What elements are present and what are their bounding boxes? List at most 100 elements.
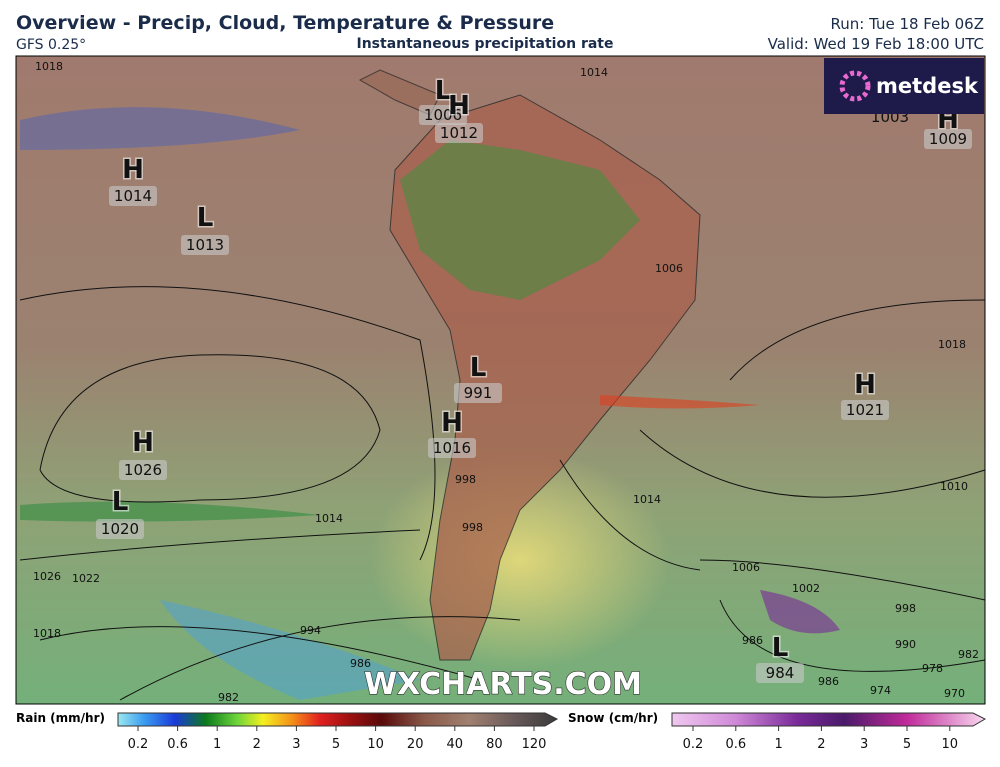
map-frame	[15, 55, 986, 705]
pressure-symbol: L	[435, 76, 452, 106]
pressure-value-box	[841, 400, 889, 420]
pressure-value: 1026	[124, 461, 162, 479]
pressure-value-box	[119, 460, 167, 480]
pressure-value-box	[109, 186, 157, 206]
pressure-value: 1006	[424, 106, 462, 124]
isobar-label: 998	[895, 602, 916, 615]
isobar-label: 1018	[33, 627, 61, 640]
central-america	[358, 69, 441, 116]
isobar-label: 978	[922, 662, 943, 675]
legend-tick-label: 0.2	[128, 737, 149, 752]
isobar-label: 986	[742, 634, 763, 647]
rain-pacific	[20, 107, 300, 150]
pressure-value: 1012	[440, 124, 478, 142]
isobar-label: 1026	[33, 570, 61, 583]
pressure-symbol: L	[112, 487, 129, 517]
isobar-label: 986	[350, 657, 371, 670]
pressure-value: 1009	[929, 130, 967, 148]
legend-tick-label: 3	[292, 737, 300, 752]
isobar-label: 1002	[792, 582, 820, 595]
pressure-symbol: H	[132, 428, 154, 458]
legend-tick-label: 80	[486, 737, 503, 752]
legend-tick-label: 5	[332, 737, 340, 752]
isobar-label: 1006	[655, 262, 683, 275]
legend-tick-label: 120	[522, 737, 547, 752]
title: Overview - Precip, Cloud, Temperature & …	[16, 12, 554, 34]
pressure-symbol: H	[448, 91, 470, 121]
rain-legend-title: Rain (mm/hr)	[16, 711, 105, 725]
legend-tick-label: 10	[942, 737, 959, 752]
snow-legend-title: Snow (cm/hr)	[568, 711, 658, 725]
isobar-label: 1010	[940, 480, 968, 493]
isobar-label: 982	[958, 648, 979, 661]
snow-colorbar	[671, 712, 987, 727]
isobar-label: 1014	[315, 512, 343, 525]
pressure-value-box	[435, 123, 483, 143]
pressure-value: 1013	[186, 236, 224, 254]
legend-tick-label: 0.2	[683, 737, 704, 752]
isobar	[19, 286, 436, 561]
pressure-symbol: H	[122, 155, 144, 185]
pressure-value-box	[181, 235, 229, 255]
isobar-labels: 1018 1014 1006 1018 1014 1010 1014 1006 1002 998 9…	[33, 60, 979, 704]
pressure-value: 1021	[846, 401, 884, 419]
legend-tick-label: 2	[817, 737, 825, 752]
legend-tick-label: 3	[860, 737, 868, 752]
isobar	[639, 429, 986, 498]
isobar-label: 998	[455, 473, 476, 486]
pressure-value-box	[454, 383, 502, 403]
rain-amazon	[400, 140, 640, 300]
pressure-symbol: H	[854, 370, 876, 400]
isobar-label: 1014	[580, 66, 608, 79]
legend-tick-label: 1	[774, 737, 782, 752]
isobar-label: 982	[218, 691, 239, 704]
pressure-centers: H1014L1013H1026L1020L1006H1012L991H1016H…	[96, 75, 972, 683]
legend-tick-label: 0.6	[725, 737, 746, 752]
pressure-symbol: L	[470, 353, 487, 383]
logo-box	[824, 58, 984, 114]
model: GFS 0.25°	[16, 37, 86, 53]
pressure-value-box	[756, 663, 804, 683]
isobar-label: 1022	[72, 572, 100, 585]
pressure-symbol: L	[772, 633, 789, 663]
isobar-label: 970	[944, 687, 965, 700]
isobar	[39, 626, 481, 681]
legend-tick-label: 5	[903, 737, 911, 752]
isobar-label: 1018	[35, 60, 63, 73]
pressure-value-box	[428, 438, 476, 458]
isobar	[39, 354, 381, 503]
isobar-label: 998	[462, 521, 483, 534]
rain-colorbar	[117, 712, 559, 727]
subtitle: Instantaneous precipitation rate	[357, 36, 614, 52]
isobar	[729, 299, 986, 381]
isobar-label: 1014	[633, 493, 661, 506]
isobar	[719, 599, 986, 672]
legend-tick-label: 0.6	[167, 737, 188, 752]
logo-icon	[839, 70, 871, 102]
legend-ticks: 0.2 0.6 1 2 3 5 10 20 40 80 120 0.2 0.6 1 2 3 5 10	[128, 726, 958, 752]
pressure-value-box	[96, 519, 144, 539]
legend-tick-label: 20	[407, 737, 424, 752]
rain-front	[20, 501, 320, 522]
pressure-value: 1014	[114, 187, 152, 205]
rain-band	[600, 395, 760, 409]
legend-tick-label: 1	[213, 737, 221, 752]
pressure-value: 984	[766, 664, 795, 682]
pressure-value: 991	[464, 384, 493, 402]
legend-tick-label: 10	[367, 737, 384, 752]
isobar-label: 990	[895, 638, 916, 651]
pressure-value-box	[419, 105, 467, 125]
isobar-label: 974	[870, 684, 891, 697]
watermark: WXCHARTS.COM	[364, 667, 642, 702]
legend-tick-label: 2	[253, 737, 261, 752]
isobar	[119, 616, 521, 701]
isobar	[19, 529, 421, 561]
legend-tick-label: 40	[447, 737, 464, 752]
run-time: Run: Tue 18 Feb 06Z	[830, 15, 984, 33]
rain-south	[160, 600, 420, 700]
isobar-label: 1018	[938, 338, 966, 351]
isobar	[559, 459, 701, 571]
isobars	[19, 286, 986, 701]
south-america	[389, 94, 701, 661]
